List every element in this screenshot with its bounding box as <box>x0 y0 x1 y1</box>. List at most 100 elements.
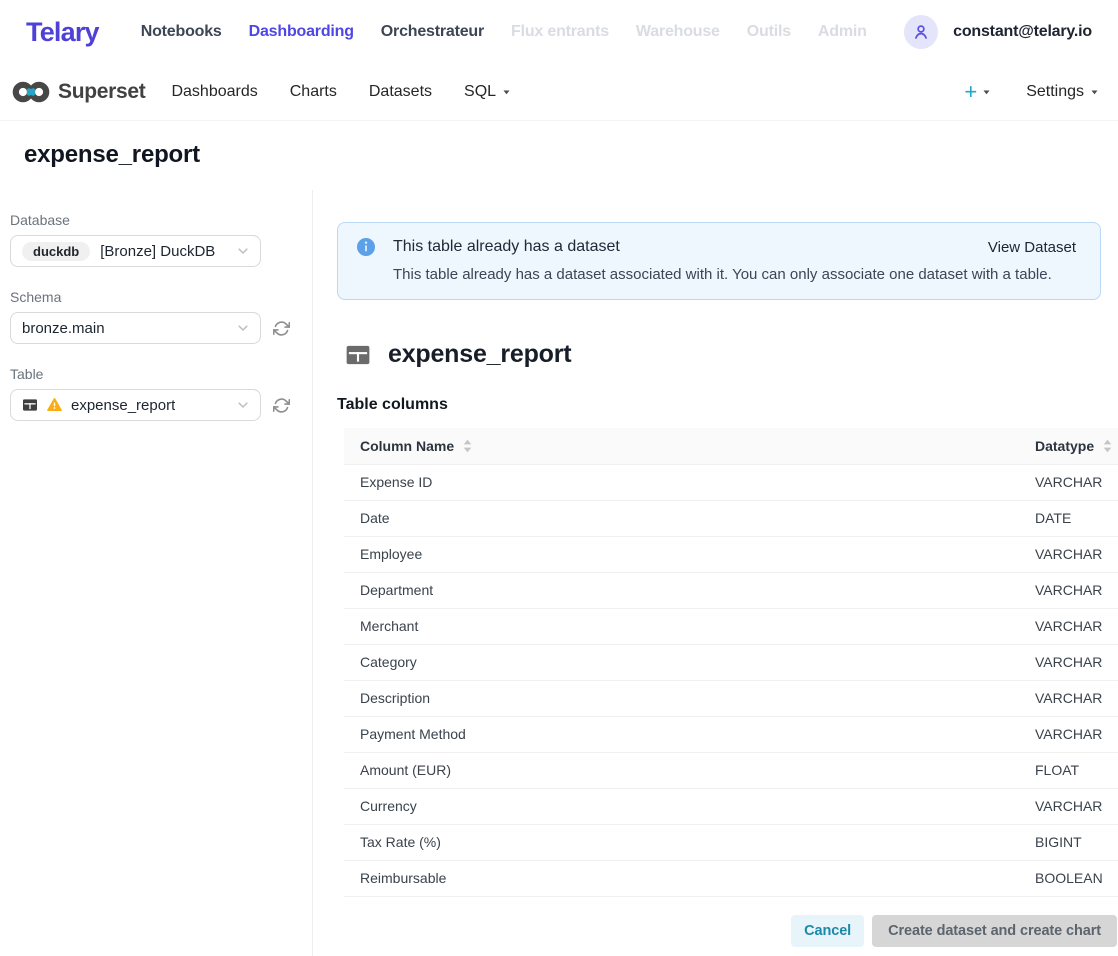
telary-logo[interactable]: Telary <box>26 16 100 47</box>
superset-logo-icon <box>12 81 50 103</box>
footer-actions: Cancel Create dataset and create chart <box>791 915 1117 947</box>
nav-notebooks[interactable]: Notebooks <box>140 23 222 40</box>
plus-icon: + <box>964 79 978 104</box>
table-row: Payment Method VARCHAR <box>344 716 1118 753</box>
nav-dashboarding[interactable]: Dashboarding <box>248 23 354 40</box>
nav-sql-label: SQL <box>464 83 497 100</box>
column-name-cell: Employee <box>344 536 1019 573</box>
refresh-icon <box>272 397 290 413</box>
database-field: Database duckdb [Bronze] DuckDB <box>10 212 312 267</box>
dataset-title: expense_report <box>388 340 572 368</box>
nav-sql[interactable]: SQL <box>464 83 510 101</box>
schema-value: bronze.main <box>22 319 105 337</box>
schema-label: Schema <box>10 289 62 305</box>
columns-table: Column Name Datatype Expense I <box>344 428 1118 897</box>
datatype-cell: VARCHAR <box>1019 572 1118 609</box>
superset-nav: Dashboards Charts Datasets SQL <box>171 83 510 101</box>
table-row: Merchant VARCHAR <box>344 608 1118 645</box>
datatype-cell: VARCHAR <box>1019 536 1118 573</box>
column-name-cell: Department <box>344 572 1019 609</box>
avatar <box>904 15 939 49</box>
nav-orchestrateur[interactable]: Orchestrateur <box>380 23 485 40</box>
database-select[interactable]: duckdb [Bronze] DuckDB <box>10 235 261 267</box>
user-menu[interactable]: constant@telary.io <box>904 15 1092 49</box>
nav-dashboards-label: Dashboards <box>171 83 258 100</box>
datatype-header[interactable]: Datatype <box>1019 428 1118 465</box>
table-field: Table expense_report <box>10 366 312 421</box>
sort-icon <box>463 439 472 452</box>
nav-warehouse[interactable]: Warehouse <box>635 23 720 40</box>
table-row: Description VARCHAR <box>344 680 1118 717</box>
table-select[interactable]: expense_report <box>10 389 261 421</box>
refresh-tables-button[interactable] <box>270 394 292 416</box>
table-row: Date DATE <box>344 500 1118 537</box>
chevron-down-icon <box>238 325 248 332</box>
table-row: Expense ID VARCHAR <box>344 464 1118 501</box>
chevron-down-icon <box>503 90 510 94</box>
table-row: Employee VARCHAR <box>344 536 1118 573</box>
table-icon <box>23 399 37 411</box>
page-body: Database duckdb [Bronze] DuckDB Schema b… <box>0 190 1118 956</box>
create-dataset-button[interactable]: Create dataset and create chart <box>872 915 1117 947</box>
column-name-header-label: Column Name <box>360 437 455 454</box>
column-name-cell: Expense ID <box>344 464 1019 501</box>
datatype-cell: VARCHAR <box>1019 644 1118 681</box>
chevron-down-icon <box>1091 90 1098 94</box>
superset-brand-text: Superset <box>58 80 146 103</box>
column-name-header[interactable]: Column Name <box>344 428 1019 465</box>
datatype-cell: BOOLEAN <box>1019 860 1118 897</box>
table-columns-heading: Table columns <box>337 396 448 413</box>
column-name-cell: Merchant <box>344 608 1019 645</box>
datatype-cell: DATE <box>1019 500 1118 537</box>
column-name-cell: Currency <box>344 788 1019 825</box>
database-value: [Bronze] DuckDB <box>100 242 216 260</box>
nav-charts[interactable]: Charts <box>290 83 337 101</box>
alert-body: This table already has a dataset associa… <box>393 266 1052 283</box>
cancel-button[interactable]: Cancel <box>791 915 865 947</box>
chevron-down-icon <box>983 90 990 94</box>
table-row: Tax Rate (%) BIGINT <box>344 824 1118 861</box>
superset-header: Superset Dashboards Charts Datasets SQL … <box>0 64 1118 121</box>
database-label: Database <box>10 212 70 228</box>
table-row: Currency VARCHAR <box>344 788 1118 825</box>
chevron-down-icon <box>238 248 248 255</box>
dataset-panel: This table already has a dataset View Da… <box>313 190 1118 956</box>
page-title: expense_report <box>24 141 200 168</box>
datatype-cell: VARCHAR <box>1019 464 1118 501</box>
superset-brand[interactable]: Superset <box>12 78 146 106</box>
nav-admin[interactable]: Admin <box>817 23 867 40</box>
nav-charts-label: Charts <box>289 83 337 100</box>
schema-select[interactable]: bronze.main <box>10 312 261 344</box>
nav-datasets[interactable]: Datasets <box>369 83 432 101</box>
settings-menu[interactable]: Settings <box>1026 83 1098 101</box>
new-item-menu[interactable]: + <box>964 81 990 103</box>
table-icon <box>346 345 370 364</box>
nav-outils[interactable]: Outils <box>746 23 791 40</box>
warning-icon <box>47 398 62 411</box>
datatype-cell: FLOAT <box>1019 752 1118 789</box>
alert-title: This table already has a dataset <box>393 238 620 255</box>
dataset-title-row: expense_report <box>345 340 1101 369</box>
refresh-schemas-button[interactable] <box>270 317 292 339</box>
table-row: Reimbursable BOOLEAN <box>344 860 1118 897</box>
datatype-cell: BIGINT <box>1019 824 1118 861</box>
settings-label: Settings <box>1026 83 1084 100</box>
table-row: Category VARCHAR <box>344 644 1118 681</box>
table-label: Table <box>10 366 44 382</box>
column-name-cell: Description <box>344 680 1019 717</box>
nav-dashboards[interactable]: Dashboards <box>171 83 257 101</box>
user-icon <box>915 25 928 39</box>
column-name-cell: Amount (EUR) <box>344 752 1019 789</box>
view-dataset-link[interactable]: View Dataset <box>987 238 1076 256</box>
datatype-header-label: Datatype <box>1035 437 1095 454</box>
telary-nav: Notebooks Dashboarding Orchestrateur Flu… <box>141 23 867 41</box>
sort-icon <box>1103 439 1112 452</box>
table-row: Amount (EUR) FLOAT <box>344 752 1118 789</box>
page-title-section: expense_report <box>0 121 1118 190</box>
chevron-down-icon <box>238 402 248 409</box>
superset-header-right: + Settings <box>964 81 1106 103</box>
refresh-icon <box>272 320 290 336</box>
dataset-exists-alert: This table already has a dataset View Da… <box>337 222 1101 300</box>
nav-flux-entrants[interactable]: Flux entrants <box>511 23 609 40</box>
column-name-cell: Category <box>344 644 1019 681</box>
